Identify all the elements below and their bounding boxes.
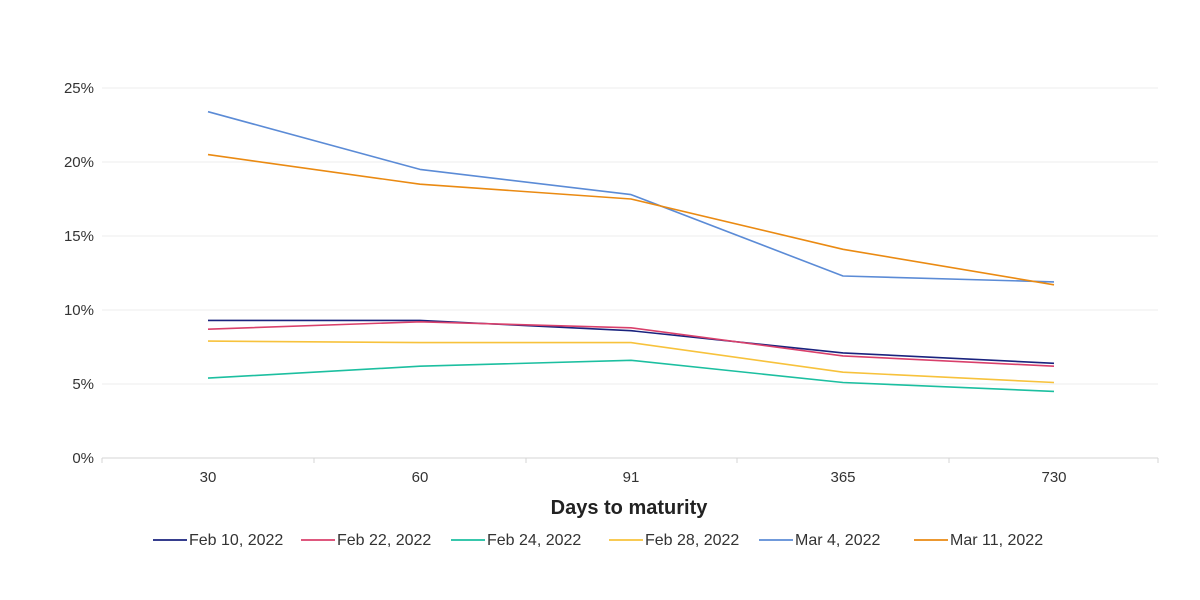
series-lines bbox=[207, 110, 1055, 393]
x-axis-label: Days to maturity bbox=[551, 497, 709, 519]
legend-item: Mar 11, 2022 bbox=[914, 532, 1043, 549]
x-axis bbox=[101, 457, 1159, 463]
series-line-4 bbox=[207, 110, 1055, 283]
y-tick-label: 15% bbox=[64, 228, 94, 245]
y-tick-label: 25% bbox=[64, 80, 94, 97]
legend: Feb 10, 2022 Feb 22, 2022 Feb 24, 2022 Feb … bbox=[153, 532, 1043, 549]
y-axis-tick-labels: 0% 5% 10% 15% 20% 25% bbox=[64, 80, 94, 467]
x-tick-label: 365 bbox=[830, 469, 855, 486]
legend-label: Feb 22, 2022 bbox=[337, 532, 431, 549]
legend-item: Mar 4, 2022 bbox=[759, 532, 880, 549]
x-tick-label: 30 bbox=[200, 469, 217, 486]
x-axis-tick-labels: 30 60 91 365 730 bbox=[200, 469, 1067, 486]
x-tick-label: 91 bbox=[623, 469, 640, 486]
y-tick-label: 10% bbox=[64, 302, 94, 319]
legend-item: Feb 22, 2022 bbox=[301, 532, 431, 549]
legend-item: Feb 10, 2022 bbox=[153, 532, 283, 549]
legend-label: Mar 11, 2022 bbox=[950, 532, 1043, 549]
gridlines bbox=[102, 87, 1158, 385]
x-tick-label: 60 bbox=[412, 469, 429, 486]
series-line-3 bbox=[207, 340, 1055, 384]
legend-label: Feb 28, 2022 bbox=[645, 532, 739, 549]
series-line-5 bbox=[207, 153, 1055, 286]
x-tick-label: 730 bbox=[1041, 469, 1066, 486]
legend-label: Feb 10, 2022 bbox=[189, 532, 283, 549]
legend-label: Mar 4, 2022 bbox=[795, 532, 880, 549]
series-line-2 bbox=[207, 359, 1055, 393]
legend-item: Feb 28, 2022 bbox=[609, 532, 739, 549]
series-line-0 bbox=[208, 319, 1055, 365]
y-tick-label: 0% bbox=[72, 450, 94, 467]
y-tick-label: 5% bbox=[72, 376, 94, 393]
legend-label: Feb 24, 2022 bbox=[487, 532, 581, 549]
y-tick-label: 20% bbox=[64, 154, 94, 171]
series-line-1 bbox=[207, 320, 1055, 367]
legend-item: Feb 24, 2022 bbox=[451, 532, 581, 549]
